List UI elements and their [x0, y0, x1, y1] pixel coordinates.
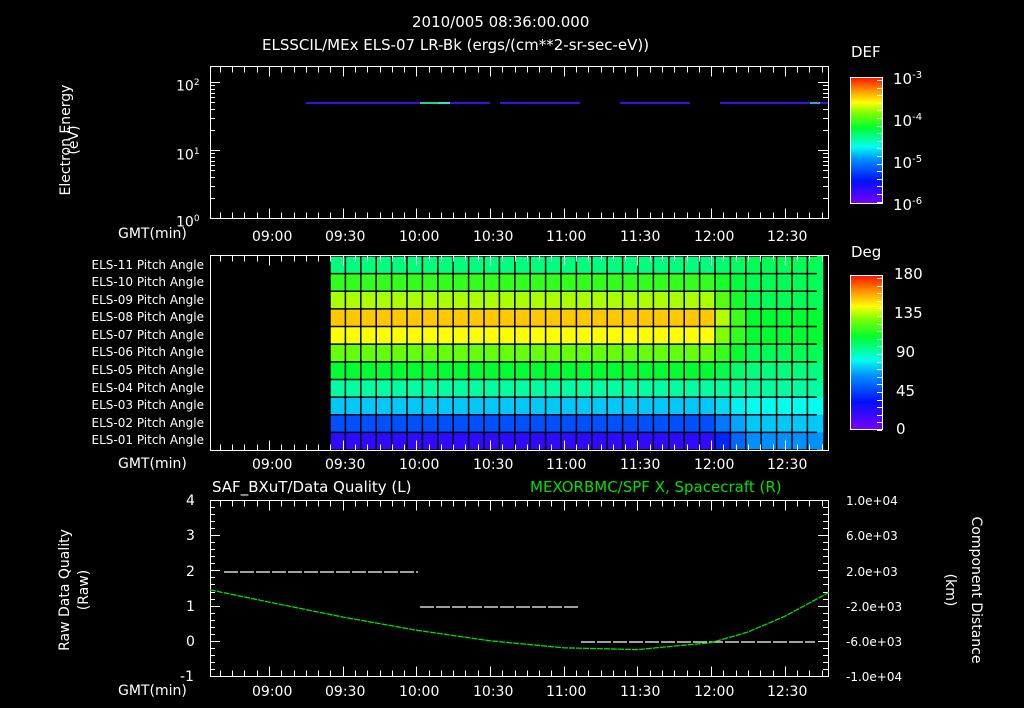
colorbar2-tick: 135	[894, 304, 923, 322]
panel1-ytick-label: 102	[176, 78, 200, 95]
panel2-axes	[210, 255, 829, 451]
panel3-ytick-right: 1.0e+04	[846, 494, 898, 508]
panel3-ytick-left: 3	[186, 528, 195, 544]
colorbar2-tick: 180	[894, 265, 923, 283]
pitch-row-label: ELS-11 Pitch Angle	[91, 258, 204, 272]
colorbar1-title: DEF	[851, 43, 881, 61]
colorbar2-tick: 0	[896, 420, 906, 438]
xtick-label: 12:30	[767, 457, 808, 473]
panel3-ytick-right: -6.0e+03	[846, 635, 903, 649]
xtick-label: 12:00	[694, 684, 735, 700]
colorbar1-tick: 10-6	[893, 196, 923, 214]
xtick-label: 11:30	[620, 684, 661, 700]
colorbar1-tick: 10-4	[893, 112, 923, 130]
panel3-ytick-left: 2	[186, 564, 195, 580]
xtick-label: 10:30	[473, 684, 514, 700]
pitch-row-label: ELS-05 Pitch Angle	[91, 363, 204, 377]
xtick-label: 12:30	[767, 229, 808, 245]
panel3-axes	[210, 500, 829, 677]
panel1-xlabel: GMT(min)	[118, 226, 187, 242]
panel3-title-right: MEXORBMC/SPF X, Spacecraft (R)	[530, 478, 782, 496]
xtick-label: 11:00	[546, 684, 587, 700]
spacecraft-x-series	[209, 589, 830, 651]
colorbar2-tick: 45	[896, 382, 916, 400]
xtick-label: 09:30	[325, 457, 366, 473]
xtick-label: 09:30	[325, 229, 366, 245]
xtick-label: 11:00	[546, 229, 587, 245]
panel1-energy-band	[306, 102, 828, 104]
pitch-row-label: ELS-06 Pitch Angle	[91, 345, 204, 359]
pitch-row-label: ELS-10 Pitch Angle	[91, 275, 204, 289]
pitch-row-label: ELS-04 Pitch Angle	[91, 381, 204, 395]
data-quality-series	[224, 571, 815, 643]
panel3-ytick-right: -2.0e+03	[846, 600, 903, 614]
xtick-label: 10:00	[399, 457, 440, 473]
xtick-label: 09:00	[252, 229, 293, 245]
colorbar2-title: Deg	[851, 243, 882, 261]
plot-title: ELSSCIL/MEx ELS-07 LR-Bk (ergs/(cm**2-sr…	[262, 36, 650, 54]
xtick-label: 09:00	[252, 684, 293, 700]
panel3-ytick-left: 1	[186, 599, 195, 615]
colorbar1-tick: 10-5	[893, 154, 923, 172]
pitch-row-label: ELS-03 Pitch Angle	[91, 398, 204, 412]
panel3-title-left: SAF_BXuT/Data Quality (L)	[212, 478, 412, 496]
xtick-label: 11:30	[620, 457, 661, 473]
colorbar2-tick: 90	[896, 343, 916, 361]
xtick-label: 12:00	[694, 457, 735, 473]
panel3-ytick-right: 6.0e+03	[846, 529, 898, 543]
xtick-label: 10:30	[473, 229, 514, 245]
xtick-label: 12:00	[694, 229, 735, 245]
panel3-ytick-right: -1.0e+04	[846, 670, 903, 684]
pitch-row-label: ELS-09 Pitch Angle	[91, 293, 204, 307]
xtick-label: 10:00	[399, 684, 440, 700]
colorbar2	[850, 275, 883, 430]
xtick-label: 09:00	[252, 457, 293, 473]
panel3-ytick-left: 0	[186, 634, 195, 650]
plot-datetime: 2010/005 08:36:00.000	[412, 13, 590, 31]
panel1-axes	[210, 66, 829, 219]
panel1-ytick-label: 100	[176, 214, 200, 231]
pitch-row-label: ELS-07 Pitch Angle	[91, 328, 204, 342]
xtick-label: 10:00	[399, 229, 440, 245]
colorbar1	[850, 77, 883, 204]
panel2-xlabel: GMT(min)	[118, 456, 187, 472]
xtick-label: 10:30	[473, 457, 514, 473]
pitch-row-label: ELS-02 Pitch Angle	[91, 416, 204, 430]
panel3-ytick-left: 4	[186, 493, 195, 509]
xtick-label: 11:30	[620, 229, 661, 245]
xtick-label: 09:30	[325, 684, 366, 700]
panel3-ytick-left: -1	[180, 669, 194, 685]
pitch-row-label: ELS-08 Pitch Angle	[91, 310, 204, 324]
xtick-label: 11:00	[546, 457, 587, 473]
pitch-heatmap	[329, 255, 824, 451]
panel3-ytick-right: 2.0e+03	[846, 565, 898, 579]
panel3-xlabel: GMT(min)	[118, 683, 187, 699]
pitch-row-label: ELS-01 Pitch Angle	[91, 433, 204, 447]
xtick-label: 12:30	[767, 684, 808, 700]
panel1-ytick-label: 101	[176, 147, 200, 164]
colorbar1-tick: 10-3	[893, 70, 923, 88]
